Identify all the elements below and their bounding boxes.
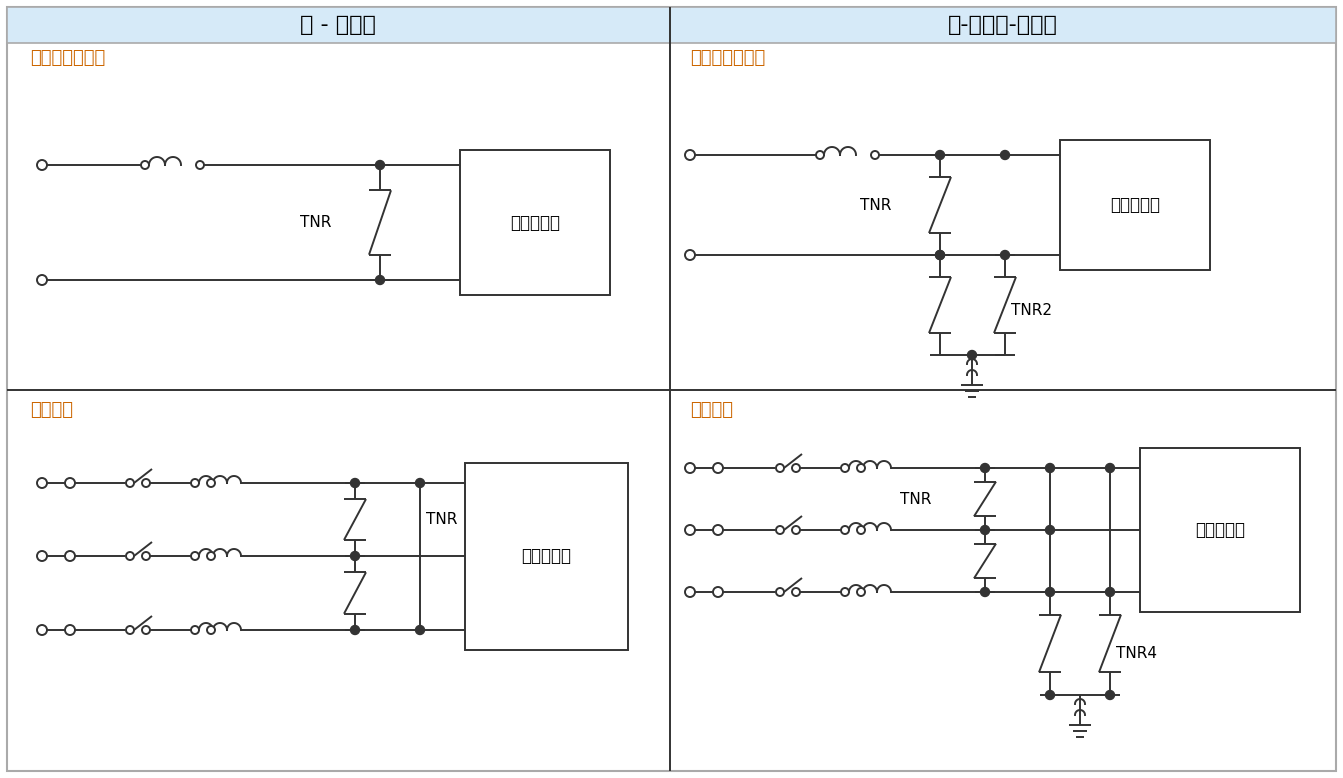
Circle shape	[191, 626, 199, 634]
Circle shape	[1045, 464, 1054, 472]
Text: TNR2: TNR2	[1011, 303, 1052, 317]
Circle shape	[1045, 525, 1054, 534]
Circle shape	[415, 478, 424, 488]
Text: TNR: TNR	[900, 492, 932, 506]
Circle shape	[980, 587, 990, 597]
Circle shape	[207, 479, 215, 487]
Circle shape	[685, 525, 694, 535]
Text: 三相交流: 三相交流	[690, 401, 733, 419]
Circle shape	[841, 526, 849, 534]
Text: 线 - 线保护: 线 - 线保护	[299, 15, 376, 35]
Circle shape	[1001, 150, 1010, 159]
Bar	[7, 7, 670, 43]
Circle shape	[967, 351, 976, 359]
Circle shape	[980, 525, 990, 534]
Circle shape	[191, 552, 199, 560]
Circle shape	[1045, 587, 1054, 597]
Circle shape	[351, 552, 360, 560]
Circle shape	[776, 464, 784, 472]
Circle shape	[936, 150, 944, 159]
Circle shape	[415, 626, 424, 635]
Circle shape	[142, 479, 150, 487]
Circle shape	[126, 479, 134, 487]
Circle shape	[1001, 251, 1010, 260]
Text: 需保护线路: 需保护线路	[1195, 521, 1245, 539]
Circle shape	[351, 626, 360, 635]
Circle shape	[142, 552, 150, 560]
Bar	[1060, 140, 1210, 270]
Text: TNR4: TNR4	[1116, 646, 1158, 661]
Circle shape	[841, 464, 849, 472]
Text: 直流或单相交流: 直流或单相交流	[30, 49, 105, 67]
Circle shape	[980, 464, 990, 472]
Circle shape	[64, 478, 75, 488]
Circle shape	[792, 526, 800, 534]
Circle shape	[376, 275, 384, 285]
Text: TNR: TNR	[299, 215, 332, 230]
Bar	[1140, 448, 1300, 612]
Circle shape	[857, 526, 865, 534]
Circle shape	[713, 463, 723, 473]
Text: 需保护线路: 需保护线路	[1111, 196, 1160, 214]
Circle shape	[1105, 691, 1115, 699]
Circle shape	[713, 587, 723, 597]
Bar	[670, 7, 1336, 43]
Circle shape	[126, 626, 134, 634]
Circle shape	[817, 151, 825, 159]
Circle shape	[776, 526, 784, 534]
Circle shape	[1045, 691, 1054, 699]
Circle shape	[936, 251, 944, 260]
Circle shape	[207, 552, 215, 560]
Circle shape	[126, 552, 134, 560]
Circle shape	[685, 250, 694, 260]
Circle shape	[936, 251, 944, 260]
Circle shape	[1105, 464, 1115, 472]
Text: 需保护线路: 需保护线路	[510, 213, 560, 232]
Circle shape	[196, 161, 204, 169]
Circle shape	[38, 160, 47, 170]
Circle shape	[1105, 587, 1115, 597]
Bar	[461, 150, 610, 295]
Text: 需保护线路: 需保护线路	[521, 548, 572, 566]
Circle shape	[38, 275, 47, 285]
Circle shape	[38, 625, 47, 635]
Bar	[465, 463, 629, 650]
Circle shape	[64, 551, 75, 561]
Circle shape	[191, 479, 199, 487]
Circle shape	[713, 525, 723, 535]
Text: 线-线和线-地保护: 线-线和线-地保护	[948, 15, 1058, 35]
Circle shape	[872, 151, 880, 159]
Circle shape	[792, 464, 800, 472]
Text: 直流或单相交流: 直流或单相交流	[690, 49, 766, 67]
Text: TNR: TNR	[860, 198, 892, 212]
Circle shape	[857, 588, 865, 596]
Circle shape	[351, 478, 360, 488]
Circle shape	[685, 587, 694, 597]
Circle shape	[141, 161, 149, 169]
Circle shape	[685, 463, 694, 473]
Circle shape	[142, 626, 150, 634]
Circle shape	[841, 588, 849, 596]
Circle shape	[857, 464, 865, 472]
Text: 三相交流: 三相交流	[30, 401, 73, 419]
Circle shape	[38, 478, 47, 488]
Circle shape	[64, 625, 75, 635]
Circle shape	[776, 588, 784, 596]
Circle shape	[38, 551, 47, 561]
Circle shape	[376, 160, 384, 170]
Circle shape	[207, 626, 215, 634]
Circle shape	[685, 150, 694, 160]
Circle shape	[792, 588, 800, 596]
Text: TNR: TNR	[426, 512, 458, 527]
